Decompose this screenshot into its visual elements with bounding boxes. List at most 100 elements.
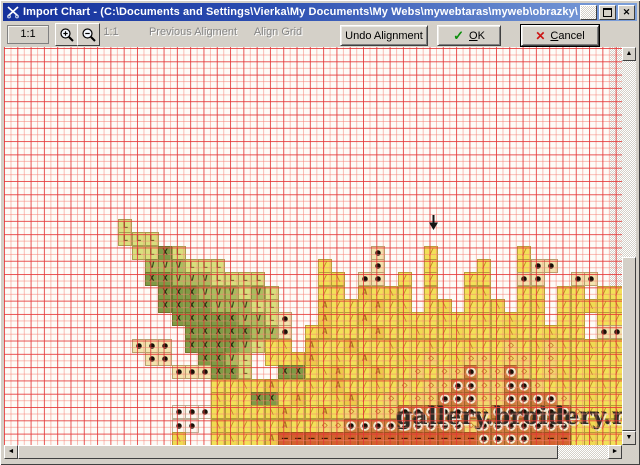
- stitch-cell: [464, 378, 479, 393]
- stitch-cell: [158, 352, 173, 366]
- stitch-cell: X: [198, 312, 213, 327]
- stitch-cell: X: [171, 298, 186, 313]
- stitch-cell: V: [224, 352, 239, 366]
- stitch-cell: [543, 258, 558, 273]
- stitch-cell: –: [437, 431, 452, 445]
- stitch-cell: [570, 272, 585, 287]
- stitch-cell: –: [410, 431, 425, 445]
- zoom-in-button[interactable]: [55, 23, 78, 46]
- stitch-cell: \: [583, 298, 598, 313]
- stitch-cell: [344, 418, 359, 433]
- stitch-cell: \: [610, 352, 622, 366]
- stitch-cell: X: [144, 272, 159, 287]
- stitch-cell: ◇: [490, 378, 505, 393]
- stitch-cell: ◇: [344, 405, 359, 420]
- stitch-cell: ◇: [371, 405, 385, 420]
- stitch-cell: /: [251, 405, 266, 420]
- arrow-up-icon: ▲: [625, 50, 633, 57]
- stitch-cell: /: [610, 378, 622, 393]
- stitch-cell: /: [317, 272, 332, 287]
- stitch-cell: \: [331, 272, 346, 287]
- restore-button[interactable]: [599, 4, 616, 20]
- stitch-cell: [517, 378, 532, 393]
- stitch-cell: A: [317, 325, 332, 340]
- stitch-cell: ◇: [410, 365, 425, 380]
- horizontal-scrollbar[interactable]: ◄ ►: [4, 445, 622, 459]
- stitch-cell: /: [304, 391, 319, 406]
- minimize-button[interactable]: [580, 4, 597, 20]
- stitch-cell: \: [477, 312, 492, 327]
- stitch-cell: \: [464, 338, 479, 353]
- stitch-cell: L: [211, 258, 226, 273]
- stitch-cell: /: [291, 418, 306, 433]
- vertical-scrollbar[interactable]: ▲ ▼: [622, 47, 636, 445]
- stitch-cell: L: [251, 272, 266, 287]
- stitch-cell: \: [211, 418, 226, 433]
- stitch-cell: V: [251, 312, 266, 327]
- stitch-cell: A: [277, 405, 292, 420]
- stitch-cell: /: [517, 285, 532, 300]
- stitch-cell: \: [331, 391, 346, 406]
- stitch-cell: \: [450, 352, 465, 366]
- stitch-cell: X: [184, 298, 199, 313]
- stitch-cell: /: [517, 245, 532, 260]
- zoom-out-button[interactable]: [77, 23, 100, 46]
- stitch-cell: X: [224, 338, 239, 353]
- stitch-cell: /: [464, 298, 479, 313]
- stitch-cell: /: [570, 298, 585, 313]
- scroll-right-button[interactable]: ►: [608, 445, 622, 459]
- stitch-cell: X: [211, 365, 226, 380]
- stitch-cell: –: [331, 431, 346, 445]
- stitch-cell: \: [424, 338, 439, 353]
- stitch-cell: /: [557, 298, 572, 313]
- stitch-cell: /: [331, 405, 346, 420]
- stitch-cell: /: [543, 378, 558, 393]
- undo-alignment-button[interactable]: Undo Alignment: [340, 25, 428, 46]
- vertical-scrollbar-thumb[interactable]: [622, 257, 636, 431]
- stitch-cell: /: [317, 352, 332, 366]
- scroll-left-button[interactable]: ◄: [4, 445, 18, 459]
- ok-button[interactable]: ✓ OK: [437, 25, 501, 46]
- scroll-up-button[interactable]: ▲: [622, 47, 636, 61]
- stitch-cell: /: [357, 365, 372, 380]
- stitch-cell: X: [211, 312, 226, 327]
- stitch-cell: /: [371, 338, 385, 353]
- horizontal-scrollbar-thumb[interactable]: [18, 445, 558, 459]
- stitch-cell: \: [597, 378, 612, 393]
- stitch-cell: /: [397, 338, 412, 353]
- stitch-cell: [517, 272, 532, 287]
- stitch-cell: A: [304, 352, 319, 366]
- stitch-cell: /: [238, 391, 252, 406]
- stitch-cell: /: [477, 258, 492, 273]
- stitch-cell: X: [224, 325, 239, 340]
- stitch-cell: /: [211, 378, 226, 393]
- cancel-button[interactable]: ✕ Cancel: [521, 25, 599, 46]
- stitch-cell: /: [304, 418, 319, 433]
- stitch-cell: [198, 405, 213, 420]
- stitch-cell: [371, 418, 385, 433]
- stitch-pattern-layer: L L L L L L X L / / V V V L L L / / / / X X V V V L L L L / \ / / / / X X X V V…: [4, 47, 622, 445]
- stitch-cell: /: [424, 298, 439, 313]
- stitch-cell: /: [317, 258, 332, 273]
- watermark-text: gallery.broidery.ru: [396, 403, 622, 430]
- stitch-cell: [490, 431, 505, 445]
- titlebar[interactable]: Import Chart - (C:\Documents and Setting…: [3, 3, 637, 21]
- stitch-cell: L: [224, 272, 239, 287]
- stitch-cell: V: [184, 272, 199, 287]
- stitch-cell: \: [238, 378, 252, 393]
- stitch-cell: A: [264, 378, 279, 393]
- stitch-cell: [530, 258, 545, 273]
- chart-viewport[interactable]: L L L L L L X L / / V V V L L L / / / / X X V V V L L L L / \ / / / / X X X V V…: [4, 47, 622, 445]
- stitch-cell: /: [597, 298, 612, 313]
- close-button[interactable]: ✕: [618, 4, 635, 20]
- scroll-down-button[interactable]: ▼: [622, 431, 636, 445]
- stitch-cell: [144, 352, 159, 366]
- stitch-cell: X: [198, 325, 213, 340]
- stitch-cell: [450, 378, 465, 393]
- stitch-cell: [371, 258, 385, 273]
- stitch-cell: L: [144, 232, 159, 247]
- stitch-cell: /: [597, 338, 612, 353]
- stitch-cell: V: [251, 285, 266, 300]
- stitch-cell: /: [331, 285, 346, 300]
- stitch-cell: /: [384, 378, 399, 393]
